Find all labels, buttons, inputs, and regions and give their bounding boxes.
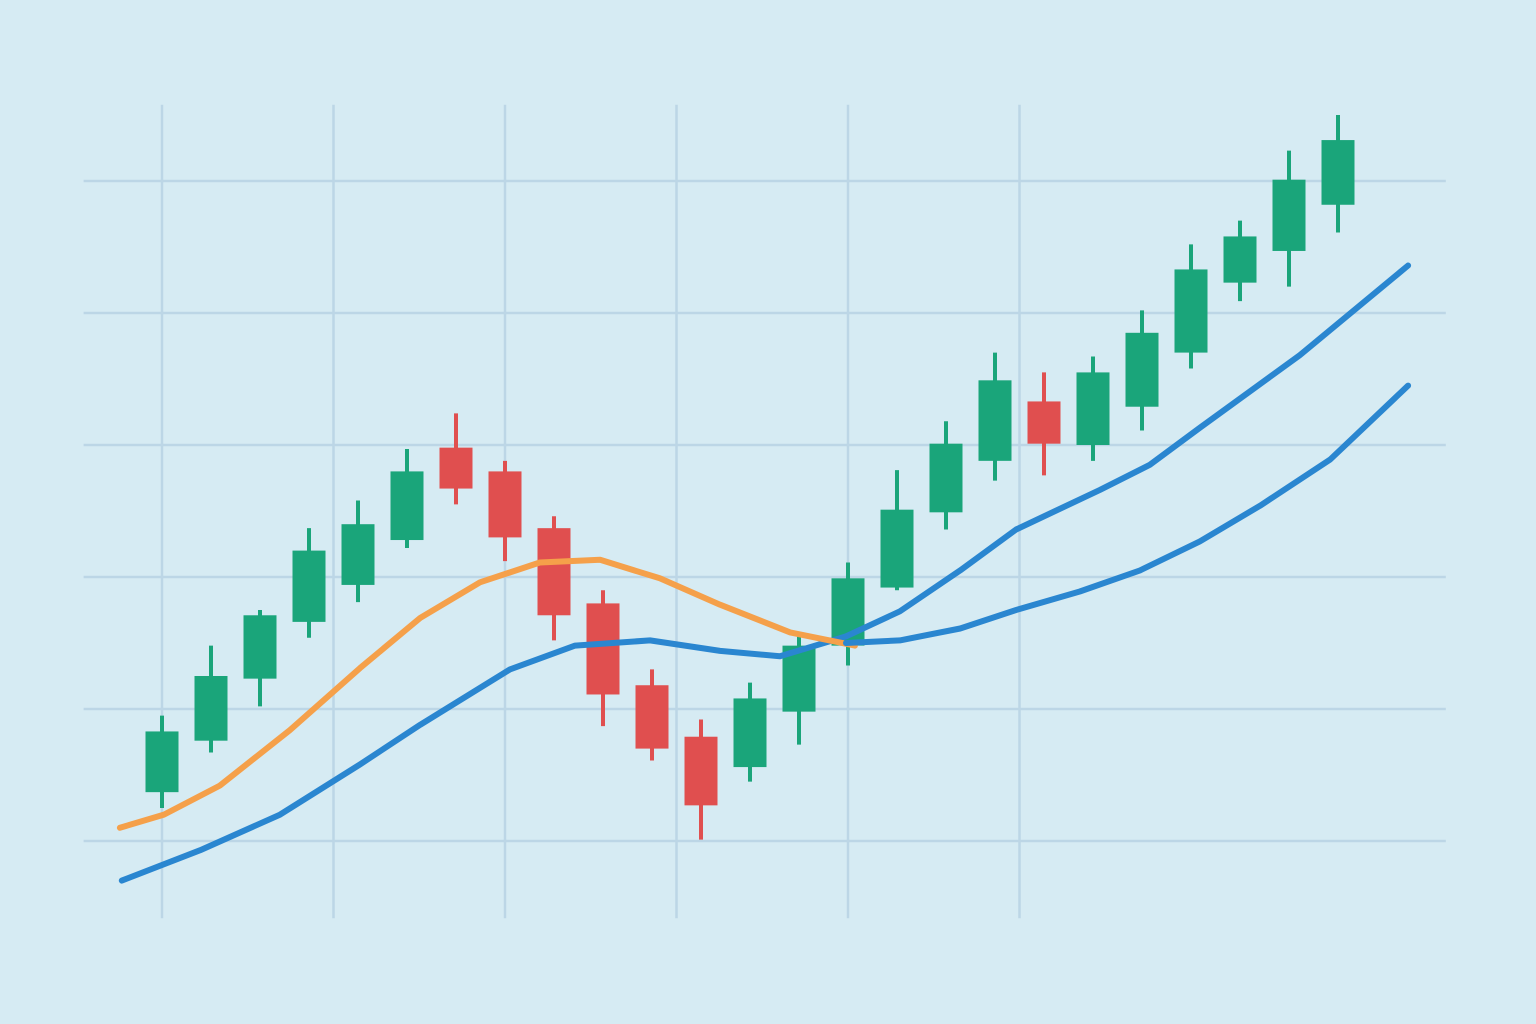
candle-body — [1027, 401, 1061, 444]
candle-body — [929, 443, 963, 513]
candle-body — [1321, 140, 1355, 205]
candle-body — [390, 471, 424, 541]
candle-body — [243, 615, 277, 679]
candle-body — [1125, 332, 1159, 407]
candle-body — [439, 447, 473, 489]
candle-body — [684, 736, 718, 806]
candle-body — [194, 676, 228, 741]
candle-body — [635, 685, 669, 749]
candle-body — [1174, 269, 1208, 353]
candle-body — [586, 603, 620, 695]
candle-body — [537, 528, 571, 616]
candle-body — [1272, 179, 1306, 251]
candle-body — [1076, 372, 1110, 445]
moving-average-line — [843, 382, 1412, 646]
candle-body — [733, 698, 767, 768]
moving-average-line — [116, 556, 858, 831]
candle-body — [145, 731, 179, 793]
candle-body — [1223, 236, 1257, 283]
candle-body — [341, 524, 375, 585]
candle-body — [292, 550, 326, 622]
candle-body — [880, 509, 914, 588]
moving-average-line — [118, 262, 1412, 884]
candle-body — [978, 380, 1012, 461]
candle-body — [488, 471, 522, 538]
